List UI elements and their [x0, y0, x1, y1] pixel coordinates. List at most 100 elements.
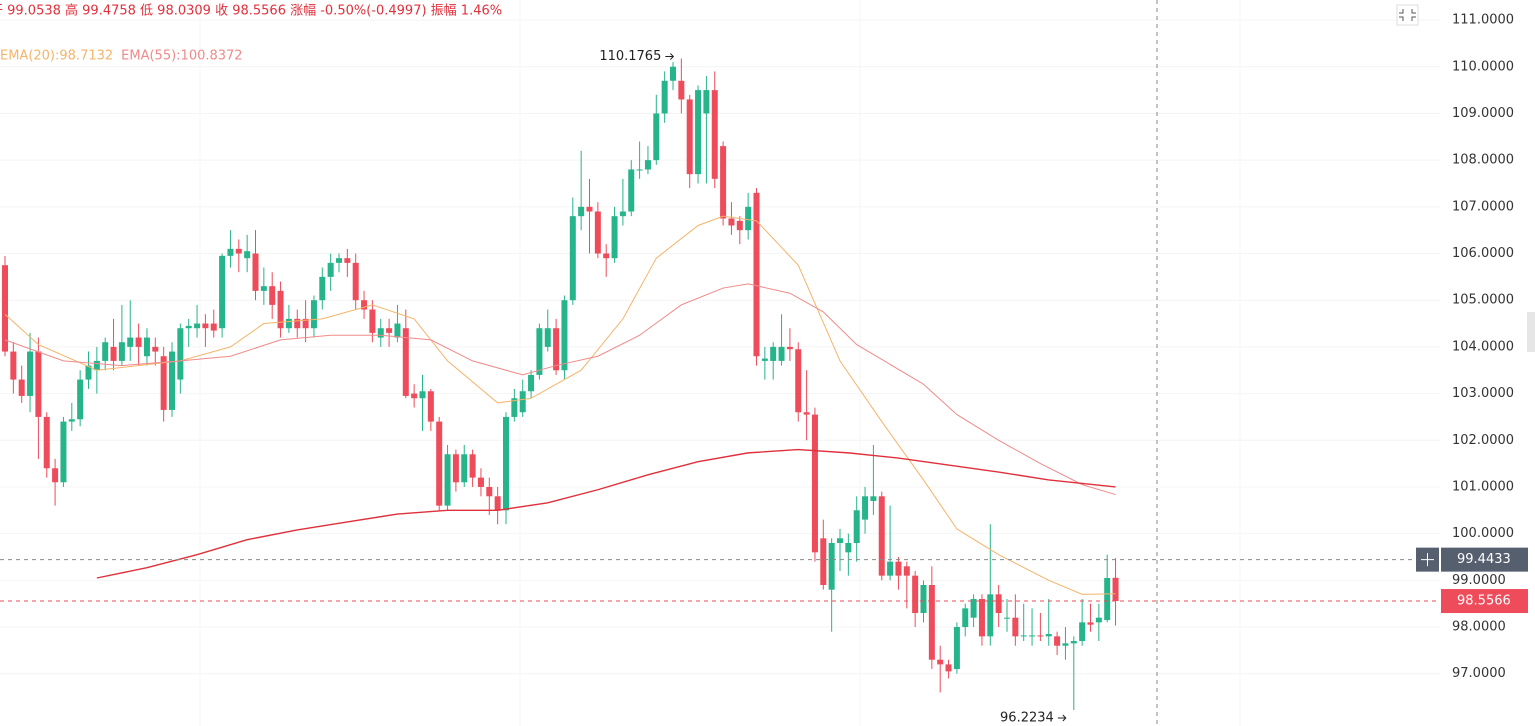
extreme-arrow	[665, 53, 675, 60]
candle-body	[644, 160, 651, 170]
candle-body	[419, 391, 426, 399]
candle-body	[35, 351, 42, 417]
y-tick-label: 103.0000	[1452, 386, 1514, 401]
candle-body	[127, 337, 134, 347]
plus-glyph	[1421, 553, 1434, 567]
y-tick-label: 110.0000	[1452, 59, 1514, 74]
candle-body	[945, 664, 952, 672]
expand-icon[interactable]	[1396, 4, 1419, 26]
candle-body	[937, 659, 944, 665]
candle-body	[862, 496, 869, 520]
candle-body	[194, 323, 201, 329]
candle-body	[544, 328, 551, 347]
candle-body	[494, 496, 501, 511]
candle-body	[728, 218, 735, 226]
candle-body	[369, 309, 376, 333]
candle-body	[778, 346, 785, 361]
y-tick-label: 97.0000	[1452, 666, 1506, 681]
candle-body	[711, 90, 718, 179]
candle-body	[411, 393, 418, 399]
candle-body	[561, 300, 568, 371]
candle-body	[953, 627, 960, 670]
candle-body	[920, 585, 927, 614]
candle-body	[536, 328, 543, 375]
y-tick-label: 106.0000	[1452, 246, 1514, 261]
candle-body	[152, 346, 159, 352]
candle-body	[102, 342, 109, 361]
candle-body	[219, 255, 226, 329]
candle-body	[820, 538, 827, 586]
candle-body	[160, 356, 167, 410]
candle-body	[503, 416, 509, 511]
candle-body	[386, 328, 393, 333]
candle-body	[461, 454, 468, 483]
candle-body	[903, 566, 910, 576]
candle-body	[210, 323, 217, 331]
candle-body	[795, 349, 802, 413]
candle-body	[695, 90, 702, 175]
candle-body	[10, 351, 17, 380]
candle-body	[594, 211, 601, 254]
candle-body	[1020, 635, 1027, 637]
candle-body	[77, 379, 84, 420]
candle-body	[93, 360, 100, 371]
candle-body	[720, 146, 727, 219]
candle-body	[285, 318, 292, 329]
candle-body	[227, 248, 234, 256]
candle-body	[202, 323, 209, 329]
extreme-arrow	[1057, 714, 1067, 722]
candle-body	[477, 477, 484, 487]
candle-body	[811, 414, 818, 553]
candle-body	[60, 421, 67, 483]
candle-body	[1054, 636, 1061, 646]
candle-body	[895, 561, 902, 576]
icon-glyph	[1399, 9, 1416, 21]
candle-body	[703, 90, 710, 114]
candle-body	[377, 328, 384, 338]
candle-body	[1104, 577, 1111, 621]
candle-body	[1112, 577, 1119, 602]
candle-body	[628, 169, 635, 212]
candle-body	[118, 342, 125, 361]
candle-body	[636, 169, 643, 171]
legend-entry: EMA(55):100.8372	[121, 49, 242, 64]
candle-body	[394, 323, 401, 338]
side-tab[interactable]	[1527, 312, 1535, 352]
candle-body	[169, 351, 175, 410]
y-tick-label: 100.0000	[1452, 526, 1514, 541]
candle-body	[269, 286, 276, 305]
candle-body	[185, 325, 192, 329]
y-tick-label: 105.0000	[1452, 293, 1514, 308]
extreme-label: 96.2234	[1000, 710, 1054, 725]
candle-body	[736, 220, 743, 231]
candle-body	[569, 216, 576, 301]
last-price-tag	[1441, 589, 1528, 614]
candle-body	[235, 248, 242, 254]
candle-body	[670, 66, 676, 81]
candle-body	[887, 561, 894, 576]
candle-body	[244, 251, 251, 259]
candle-body	[653, 113, 660, 161]
candle-body	[511, 398, 518, 417]
y-tick-label: 108.0000	[1452, 153, 1514, 168]
y-tick-label: 101.0000	[1452, 479, 1514, 494]
extreme-label: 110.1765	[599, 49, 661, 64]
candle-body	[336, 258, 342, 263]
candle-body	[452, 454, 459, 483]
candle-body	[619, 211, 626, 217]
candle-body	[43, 416, 50, 469]
candle-body	[845, 542, 852, 553]
candle-body	[52, 468, 59, 483]
icon-box[interactable]	[1396, 4, 1419, 26]
candle-body	[68, 419, 75, 422]
indicator-line	[4, 215, 1116, 595]
candle-body	[2, 265, 8, 352]
candle-body	[18, 379, 25, 396]
candle-body	[1087, 622, 1094, 625]
ohlc-header: 开 99.0538 高 99.4758 低 98.0309 收 98.5566 …	[0, 3, 502, 19]
candle-body	[837, 538, 843, 543]
candle-body	[177, 328, 184, 380]
candle-body	[753, 192, 760, 357]
candle-body	[962, 608, 969, 628]
